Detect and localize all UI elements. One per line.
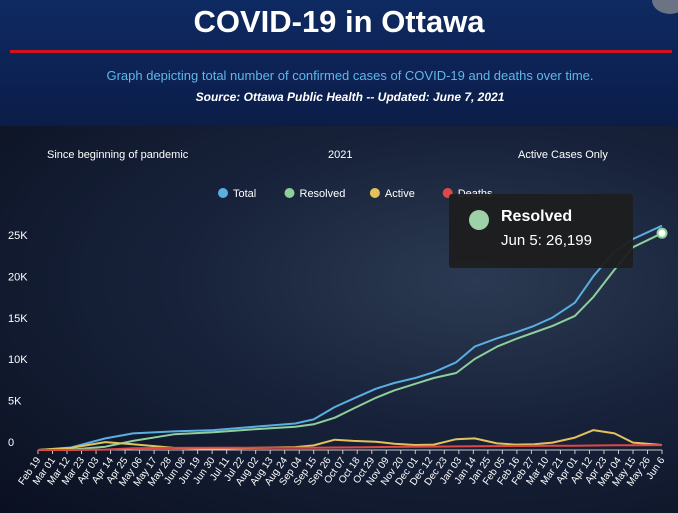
legend-label-active: Active bbox=[385, 188, 415, 200]
y-tick-label: 5K bbox=[8, 396, 22, 408]
y-tick-label: 15K bbox=[8, 313, 28, 325]
tooltip-swatch bbox=[469, 210, 489, 230]
legend-swatch-total bbox=[218, 188, 228, 198]
legend-label-resolved: Resolved bbox=[300, 188, 346, 200]
corner-button[interactable] bbox=[652, 0, 678, 14]
y-tick-label: 10K bbox=[8, 354, 28, 366]
y-tick-label: 0 bbox=[8, 437, 14, 449]
legend-swatch-active bbox=[369, 188, 380, 198]
series-line-total bbox=[37, 224, 663, 451]
tab-since-beginning[interactable]: Since beginning of pandemic bbox=[47, 149, 189, 161]
tab-active-cases[interactable]: Active Cases Only bbox=[518, 149, 608, 161]
highlight-point bbox=[656, 227, 668, 239]
y-tick-label: 20K bbox=[8, 271, 28, 283]
source-note: Source: Ottawa Public Health -- Updated:… bbox=[195, 90, 505, 104]
title-rule bbox=[10, 50, 672, 53]
legend-label-total: Total bbox=[233, 188, 256, 200]
series-line-resolved bbox=[37, 232, 663, 451]
page-subtitle: Graph depicting total number of confirme… bbox=[106, 68, 594, 83]
page-title: COVID-19 in Ottawa bbox=[193, 4, 485, 39]
tooltip-value: Jun 5: 26,199 bbox=[501, 232, 592, 249]
y-tick-label: 25K bbox=[8, 230, 28, 242]
tooltip-series: Resolved bbox=[501, 208, 573, 225]
tab-2021[interactable]: 2021 bbox=[328, 149, 353, 161]
series-line-deaths bbox=[38, 444, 663, 451]
legend-swatch-resolved bbox=[284, 188, 295, 198]
header-banner: COVID-19 in Ottawa Graph depicting total… bbox=[0, 0, 678, 126]
hover-tooltip: Resolved Jun 5: 26,199 bbox=[449, 194, 633, 268]
